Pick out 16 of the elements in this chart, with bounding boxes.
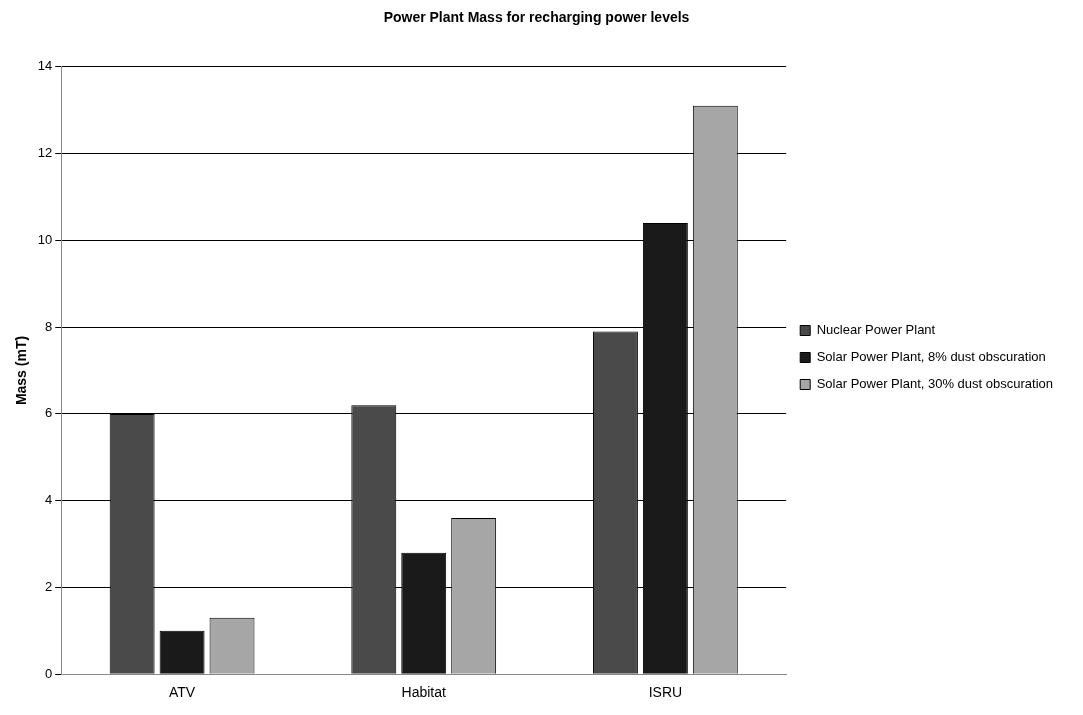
y-tick-label: 0 <box>45 665 53 681</box>
x-tick-label: ISRU <box>648 684 683 701</box>
x-tick-label: Habitat <box>401 684 447 701</box>
y-tick-label: 8 <box>45 318 53 334</box>
y-tick-label: 4 <box>45 492 53 508</box>
legend-label: Solar Power Plant, 30% dust obscuration <box>816 376 1054 392</box>
y-tick-label: 12 <box>37 145 53 161</box>
y-axis-title: Mass (mT) <box>13 335 30 406</box>
y-tick-label: 14 <box>37 58 53 74</box>
legend-label: Solar Power Plant, 8% dust obscuration <box>816 349 1046 365</box>
y-tick-label: 10 <box>37 231 53 247</box>
y-tick-label: 6 <box>45 405 53 421</box>
y-tick-label: 2 <box>45 579 53 595</box>
legend-label: Nuclear Power Plant <box>816 322 936 338</box>
chart-title: Power Plant Mass for recharging power levels <box>383 9 690 26</box>
x-tick-label: ATV <box>168 684 196 701</box>
